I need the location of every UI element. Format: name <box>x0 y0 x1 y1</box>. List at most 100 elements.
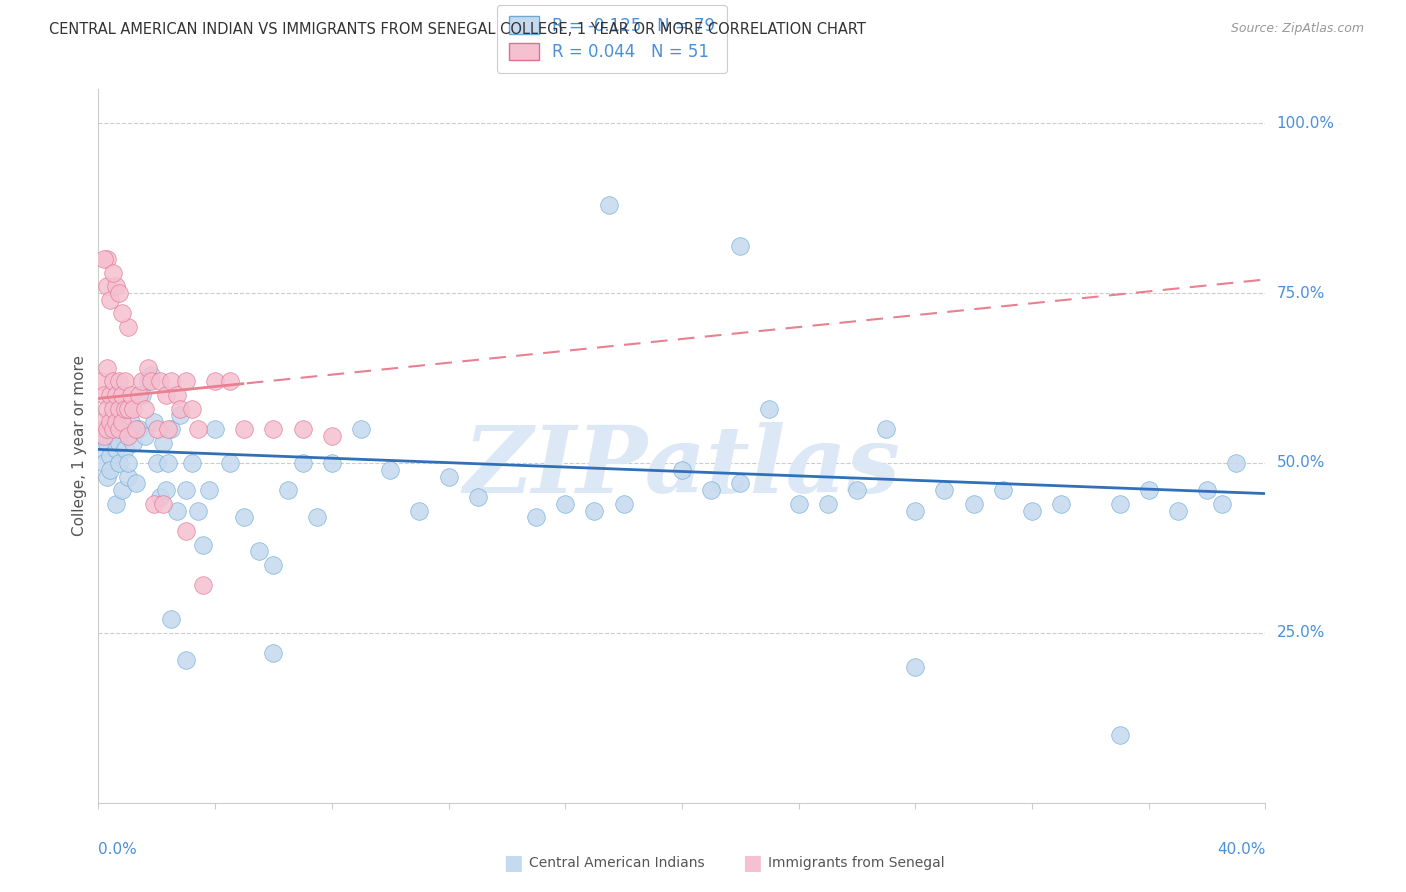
Point <box>98 293 121 307</box>
Point <box>104 415 127 429</box>
Point <box>90 375 112 389</box>
Point <box>174 653 197 667</box>
Text: ■: ■ <box>742 854 762 873</box>
Point <box>277 483 299 498</box>
Point <box>1137 483 1160 498</box>
Point <box>93 456 115 470</box>
Point <box>262 646 284 660</box>
Point <box>104 497 127 511</box>
Point <box>1225 456 1247 470</box>
Y-axis label: College, 1 year or more: College, 1 year or more <box>72 356 87 536</box>
Point <box>554 497 576 511</box>
Point <box>117 469 139 483</box>
Point <box>321 456 343 470</box>
Point <box>598 198 620 212</box>
Point <box>90 442 112 457</box>
Point <box>96 279 118 293</box>
Point <box>104 442 127 457</box>
Point <box>114 401 136 416</box>
Point <box>524 510 547 524</box>
Text: 0.0%: 0.0% <box>98 842 138 856</box>
Point <box>111 388 134 402</box>
Point <box>101 422 124 436</box>
Point <box>108 375 131 389</box>
Point <box>131 388 153 402</box>
Point <box>846 483 869 498</box>
Point <box>730 238 752 252</box>
Point <box>160 375 183 389</box>
Point <box>218 456 240 470</box>
Point <box>149 375 172 389</box>
Point <box>98 415 121 429</box>
Point <box>96 422 118 436</box>
Point <box>1108 497 1130 511</box>
Point <box>612 497 634 511</box>
Point <box>114 375 136 389</box>
Point <box>98 463 121 477</box>
Point <box>96 360 118 375</box>
Point <box>1108 728 1130 742</box>
Point <box>787 497 810 511</box>
Point <box>160 612 183 626</box>
Text: ■: ■ <box>503 854 523 873</box>
Point <box>101 266 124 280</box>
Point <box>350 422 373 436</box>
Text: 75.0%: 75.0% <box>1277 285 1324 301</box>
Point <box>114 442 136 457</box>
Point <box>1211 497 1233 511</box>
Point <box>96 469 118 483</box>
Point <box>204 375 226 389</box>
Point <box>758 401 780 416</box>
Point <box>962 497 984 511</box>
Point <box>180 456 202 470</box>
Point <box>1021 503 1043 517</box>
Point <box>583 503 606 517</box>
Point <box>142 415 165 429</box>
Point <box>117 401 139 416</box>
Point <box>157 422 180 436</box>
Text: Central American Indians: Central American Indians <box>529 856 704 871</box>
Point <box>93 388 115 402</box>
Point <box>101 375 124 389</box>
Point <box>111 415 134 429</box>
Point <box>101 401 124 416</box>
Point <box>125 422 148 436</box>
Point <box>117 429 139 443</box>
Point <box>96 435 118 450</box>
Point <box>128 422 150 436</box>
Point <box>117 456 139 470</box>
Point <box>1195 483 1218 498</box>
Point <box>101 429 124 443</box>
Point <box>233 510 256 524</box>
Point <box>93 429 115 443</box>
Text: 50.0%: 50.0% <box>1277 456 1324 470</box>
Point <box>146 456 169 470</box>
Point <box>152 497 174 511</box>
Point <box>111 422 134 436</box>
Point <box>193 578 215 592</box>
Point <box>96 401 118 416</box>
Point <box>174 375 197 389</box>
Point <box>152 435 174 450</box>
Point <box>198 483 221 498</box>
Point <box>98 449 121 463</box>
Point <box>134 429 156 443</box>
Text: 25.0%: 25.0% <box>1277 625 1324 640</box>
Point <box>122 401 145 416</box>
Point <box>169 401 191 416</box>
Point <box>122 435 145 450</box>
Point <box>1050 497 1073 511</box>
Point <box>218 375 240 389</box>
Point <box>380 463 402 477</box>
Legend: R = -0.125   N = 79, R = 0.044   N = 51: R = -0.125 N = 79, R = 0.044 N = 51 <box>498 4 727 73</box>
Text: Source: ZipAtlas.com: Source: ZipAtlas.com <box>1230 22 1364 36</box>
Point <box>93 252 115 266</box>
Text: 40.0%: 40.0% <box>1218 842 1265 856</box>
Point <box>817 497 839 511</box>
Point <box>111 306 134 320</box>
Point <box>101 409 124 423</box>
Point <box>149 490 172 504</box>
Point <box>108 286 131 301</box>
Point <box>139 368 162 382</box>
Point <box>166 388 188 402</box>
